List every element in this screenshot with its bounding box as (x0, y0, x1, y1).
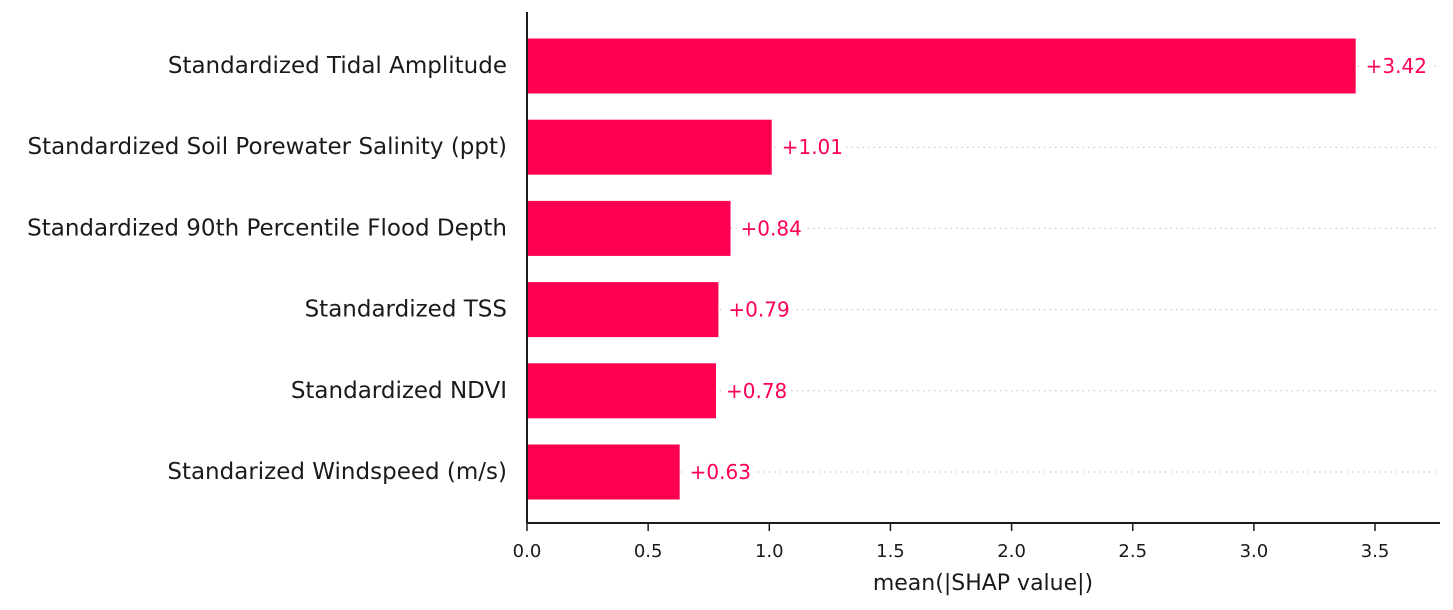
x-ticks: 0.0 0.5 1.0 1.5 2.0 2.5 3.0 3.5 (513, 523, 1390, 562)
bar (527, 200, 731, 256)
value-label-backing (1361, 53, 1430, 79)
bar (527, 38, 1356, 94)
category-label: Standardized Tidal Amplitude (168, 53, 507, 79)
value-label: +3.42 (1366, 54, 1427, 78)
category-label: Standarized Windspeed (m/s) (167, 459, 507, 485)
value-labels: +3.42 +1.01 +0.84 +0.79 +0.78 +0.63 (685, 53, 1430, 485)
value-label: +0.79 (728, 298, 789, 322)
value-label: +0.78 (726, 379, 787, 403)
category-labels: Standardized Tidal Amplitude Standardized… (27, 53, 507, 485)
bar (527, 119, 772, 175)
x-tick-label: 0.5 (634, 541, 663, 562)
bar (527, 363, 716, 419)
value-label-backing (736, 215, 805, 242)
value-label-backing (685, 459, 754, 485)
category-label: Standardized NDVI (291, 378, 507, 404)
x-tick-label: 1.0 (755, 541, 784, 562)
x-tick-label: 1.5 (876, 541, 905, 562)
value-label: +0.63 (690, 460, 751, 484)
bar (527, 444, 680, 500)
category-label: Standardized TSS (305, 297, 507, 323)
value-label: +1.01 (782, 135, 843, 159)
value-label: +0.84 (741, 216, 802, 240)
x-tick-label: 3.5 (1361, 541, 1390, 562)
x-axis-title: mean(|SHAP value|) (873, 571, 1093, 596)
value-label-backing (721, 377, 790, 404)
x-tick-label: 0.0 (513, 541, 542, 562)
x-tick-label: 2.0 (997, 541, 1026, 562)
category-label: Standardized 90th Percentile Flood Depth (27, 215, 507, 241)
value-label-backing (777, 134, 846, 161)
x-tick-label: 2.5 (1118, 541, 1147, 562)
bars (527, 38, 1356, 500)
value-label-backing (724, 296, 793, 323)
bar (527, 282, 719, 338)
category-label: Standardized Soil Porewater Salinity (pp… (27, 134, 507, 160)
x-tick-label: 3.0 (1240, 541, 1269, 562)
